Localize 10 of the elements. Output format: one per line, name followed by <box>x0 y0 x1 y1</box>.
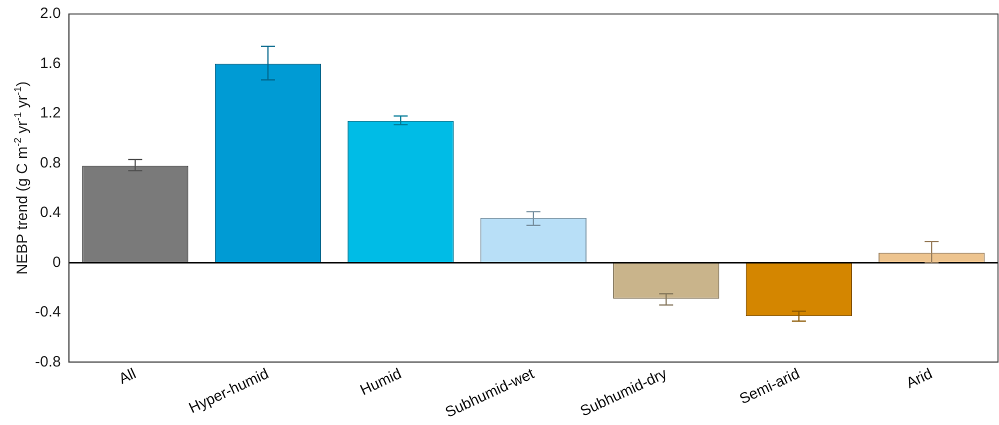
y-tick-label: 1.2 <box>40 104 61 122</box>
x-tick-label: Arid <box>904 365 936 392</box>
y-tick-label: 0.4 <box>40 204 61 222</box>
x-tick-label: All <box>116 365 139 388</box>
y-tick-label: 1.6 <box>40 54 61 72</box>
y-tick-label: 0.8 <box>40 154 61 172</box>
y-tick-label: -0.4 <box>34 304 61 321</box>
y-tick-label: 0 <box>52 254 61 271</box>
y-tick-label: 2.0 <box>40 5 61 22</box>
y-tick-label: -0.8 <box>34 353 61 370</box>
